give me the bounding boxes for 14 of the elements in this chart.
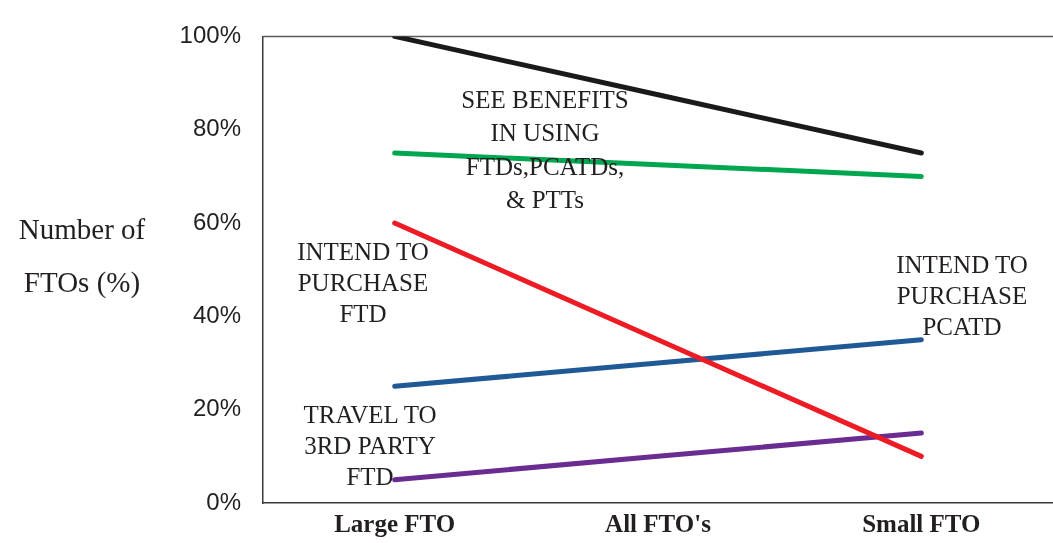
series-label: SEE BENEFITS IN USING FTDs,PCATDs, & PTTs	[461, 85, 629, 214]
x-tick-label: Large FTO	[334, 510, 456, 538]
y-tick-label: 100%	[179, 21, 241, 49]
series-label: INTEND TO PURCHASE PCATD	[896, 250, 1028, 340]
y-tick-label: 40%	[192, 300, 241, 328]
y-tick-label: 80%	[192, 114, 241, 142]
y-axis-title: Number of FTOs (%)	[18, 213, 146, 300]
series-label: TRAVEL TO 3RD PARTY FTD	[303, 400, 437, 490]
y-tick-label: 0%	[206, 487, 241, 515]
series-label: INTEND TO PURCHASE FTD	[297, 237, 429, 327]
y-tick-label: 20%	[192, 394, 241, 422]
y-tick-label: 60%	[192, 207, 241, 235]
x-tick-label: All FTO's	[605, 510, 712, 538]
x-tick-label: Small FTO	[862, 510, 981, 538]
